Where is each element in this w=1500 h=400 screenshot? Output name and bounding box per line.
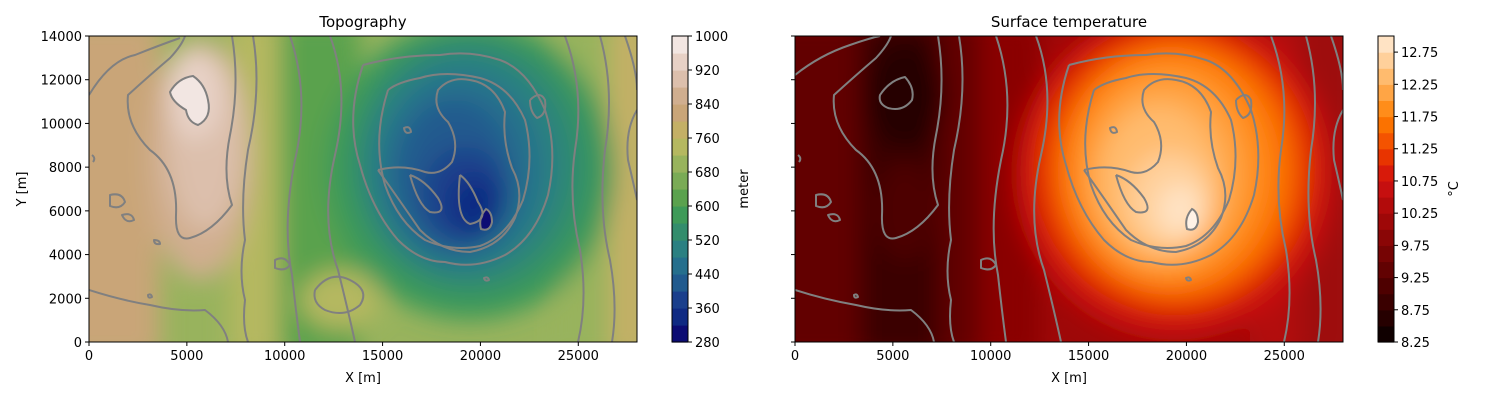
colorbar-band (1378, 100, 1394, 118)
topography-colorbar (671, 35, 689, 343)
colorbar-tick-label: 9.75 (1401, 239, 1430, 254)
colorbar-tick-label: 280 (695, 336, 720, 351)
x-tick-label: 10000 (264, 349, 305, 364)
y-tick-label: 14000 (41, 30, 82, 45)
colorbar-band (672, 257, 688, 275)
topography-title: Topography (318, 13, 406, 31)
colorbar-tick-label: 360 (695, 302, 720, 317)
temperature-x-ticks: 0 5000 10000 15000 20000 25000 (791, 342, 1305, 364)
colorbar-band (1378, 213, 1394, 230)
colorbar-band (672, 274, 688, 292)
temperature-field (795, 36, 1343, 342)
topography-colorbar-label: meter (737, 169, 752, 209)
y-tick-label: 2000 (49, 292, 82, 307)
temperature-colorbar-label: °C (1447, 181, 1462, 197)
temperature-x-label: X [m] (1051, 371, 1087, 386)
temperature-y-ticks (791, 35, 795, 343)
colorbar-band (672, 223, 688, 241)
colorbar-band (1378, 132, 1394, 150)
y-tick-label: 4000 (49, 249, 82, 264)
colorbar-band (672, 325, 688, 343)
temperature-panel: Surface temperature (791, 13, 1462, 386)
colorbar-tick-label: 11.25 (1401, 143, 1438, 158)
colorbar-tick-label: 840 (695, 98, 720, 113)
colorbar-band (672, 138, 688, 156)
x-tick-label: 5000 (876, 349, 909, 364)
temperature-title: Surface temperature (991, 13, 1147, 31)
colorbar-tick-label: 680 (695, 166, 720, 181)
colorbar-band (672, 240, 688, 258)
colorbar-band (672, 53, 688, 71)
y-tick-label: 6000 (49, 205, 82, 220)
temperature-colorbar (1377, 35, 1395, 343)
x-tick-label: 15000 (362, 349, 403, 364)
colorbar-band (1378, 277, 1394, 295)
colorbar-band (672, 189, 688, 207)
colorbar-band (1378, 116, 1394, 134)
colorbar-band (1378, 293, 1394, 311)
topography-y-ticks: 0 2000 4000 6000 8000 10000 12000 14000 (41, 30, 89, 351)
colorbar-tick-label: 10.75 (1401, 175, 1438, 190)
colorbar-band (672, 36, 688, 54)
colorbar-band (672, 121, 688, 139)
colorbar-band (1378, 68, 1394, 85)
colorbar-tick-label: 600 (695, 200, 720, 215)
colorbar-tick-label: 10.25 (1401, 207, 1438, 222)
colorbar-band (1378, 148, 1394, 166)
x-tick-label: 10000 (970, 349, 1011, 364)
colorbar-band (1378, 229, 1394, 246)
colorbar-tick-label: 8.25 (1401, 336, 1430, 351)
colorbar-tick-label: 920 (695, 64, 720, 79)
x-tick-label: 5000 (170, 349, 203, 364)
colorbar-tick-label: 760 (695, 132, 720, 147)
x-tick-label: 15000 (1068, 349, 1109, 364)
topography-x-label: X [m] (345, 371, 381, 386)
y-tick-label: 10000 (41, 117, 82, 132)
colorbar-band (1378, 325, 1394, 343)
topography-panel: Topography (15, 13, 752, 386)
colorbar-band (1378, 164, 1394, 182)
temperature-colorbar-ticks: 8.25 8.75 9.25 9.75 10.25 10.75 11.25 11.75 12.2… (1394, 46, 1438, 351)
colorbar-tick-label: 520 (695, 234, 720, 249)
y-tick-label: 8000 (49, 161, 82, 176)
topography-field (89, 36, 637, 342)
x-tick-label: 0 (791, 349, 799, 364)
topography-x-ticks: 0 5000 10000 15000 20000 25000 (85, 342, 599, 364)
colorbar-tick-label: 11.75 (1401, 111, 1438, 126)
colorbar-band (1378, 197, 1394, 214)
colorbar-band (672, 172, 688, 190)
colorbar-band (1378, 52, 1394, 69)
colorbar-band (1378, 245, 1394, 263)
colorbar-tick-label: 12.25 (1401, 78, 1438, 93)
colorbar-tick-label: 12.75 (1401, 46, 1438, 61)
colorbar-tick-label: 8.75 (1401, 304, 1430, 319)
x-tick-label: 20000 (1166, 349, 1207, 364)
topography-y-label: Y [m] (15, 172, 30, 208)
colorbar-band (672, 104, 688, 122)
colorbar-band (672, 291, 688, 309)
colorbar-tick-label: 440 (695, 268, 720, 283)
colorbar-tick-label: 1000 (695, 30, 728, 45)
colorbar-band (1378, 309, 1394, 327)
x-tick-label: 20000 (460, 349, 501, 364)
colorbar-band (1378, 84, 1394, 102)
colorbar-band (1378, 261, 1394, 279)
x-tick-label: 25000 (1264, 349, 1305, 364)
colorbar-band (672, 308, 688, 326)
x-tick-label: 0 (85, 349, 93, 364)
colorbar-band (1378, 36, 1394, 53)
colorbar-band (672, 155, 688, 173)
colorbar-tick-label: 9.25 (1401, 272, 1430, 287)
y-tick-label: 0 (74, 336, 82, 351)
topography-colorbar-ticks: 280 360 440 520 600 680 760 840 920 1000 (688, 30, 728, 351)
colorbar-frame (1377, 35, 1395, 343)
colorbar-band (672, 70, 688, 88)
x-tick-label: 25000 (558, 349, 599, 364)
colorbar-band (1378, 180, 1394, 198)
colorbar-frame (671, 35, 689, 343)
colorbar-band (672, 87, 688, 105)
y-tick-label: 12000 (41, 74, 82, 89)
colorbar-band (672, 206, 688, 224)
